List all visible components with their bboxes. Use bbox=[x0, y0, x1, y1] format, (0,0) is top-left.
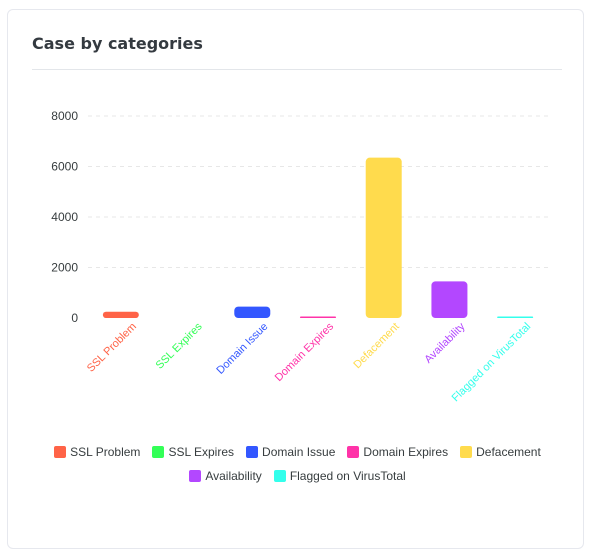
chart-card: Case by categories bbox=[7, 9, 584, 549]
legend-label: SSL Problem bbox=[70, 445, 141, 459]
x-tick-label-availability: Availability bbox=[422, 320, 467, 365]
bar-defacement[interactable] bbox=[365, 157, 402, 318]
bar-ssl-problem[interactable] bbox=[102, 311, 139, 318]
legend-item-ssl-problem[interactable]: SSL Problem bbox=[54, 445, 140, 459]
y-tick-label: 0 bbox=[71, 311, 78, 325]
bar-flagged-on-virustotal[interactable] bbox=[497, 316, 534, 319]
legend-marker bbox=[189, 470, 202, 482]
chart-legend: SSL Problem SSL Expires Domain Issue Domain… bbox=[30, 440, 565, 488]
legend-label: Domain Expires bbox=[363, 445, 449, 459]
legend-item-defacement[interactable]: Defacement bbox=[460, 445, 541, 459]
legend-marker bbox=[246, 446, 259, 458]
x-tick-label-defacement: Defacement bbox=[351, 321, 401, 371]
x-tick-label-ssl-problem: SSL Problem bbox=[85, 321, 139, 375]
legend-label: SSL Expires bbox=[168, 445, 235, 459]
x-tick-label-domain-expires: Domain Expires bbox=[273, 320, 337, 384]
bars bbox=[102, 157, 534, 319]
legend-row: SSL Problem SSL Expires Domain Issue Domain… bbox=[30, 440, 565, 464]
legend-marker bbox=[273, 470, 286, 482]
bar-domain-issue[interactable] bbox=[234, 306, 271, 318]
legend-row: Availability Flagged on VirusTotal bbox=[30, 464, 565, 488]
legend-marker bbox=[152, 446, 165, 458]
bar-domain-expires[interactable] bbox=[300, 316, 336, 319]
y-tick-label: 4000 bbox=[51, 210, 78, 224]
legend-label: Domain Issue bbox=[262, 445, 336, 459]
y-tick-label: 2000 bbox=[51, 261, 78, 275]
x-tick-label-ssl-expires: SSL Expires bbox=[154, 320, 205, 371]
title-divider bbox=[32, 69, 562, 70]
y-tick-label: 6000 bbox=[51, 160, 78, 174]
y-axis-ticks: 0 2000 4000 6000 8000 bbox=[51, 109, 78, 325]
legend-marker bbox=[347, 446, 360, 458]
legend-marker bbox=[54, 446, 67, 458]
x-tick-label-domain-issue: Domain Issue bbox=[214, 321, 270, 377]
bar-availability[interactable] bbox=[431, 281, 468, 318]
legend-item-ssl-expires[interactable]: SSL Expires bbox=[152, 445, 234, 459]
legend-label: Defacement bbox=[476, 445, 541, 459]
x-axis-labels: SSL Problem SSL Expires Domain Issue Domain… bbox=[85, 320, 533, 404]
y-tick-label: 8000 bbox=[51, 109, 78, 123]
legend-item-flagged-on-virustotal[interactable]: Flagged on VirusTotal bbox=[273, 469, 406, 483]
legend-marker bbox=[460, 446, 473, 458]
legend-item-domain-expires[interactable]: Domain Expires bbox=[347, 445, 448, 459]
legend-item-availability[interactable]: Availability bbox=[189, 469, 262, 483]
card-title: Case by categories bbox=[32, 34, 203, 53]
legend-item-domain-issue[interactable]: Domain Issue bbox=[246, 445, 335, 459]
legend-label: Flagged on VirusTotal bbox=[289, 469, 406, 483]
gridlines bbox=[88, 115, 548, 268]
legend-label: Availability bbox=[205, 469, 262, 483]
